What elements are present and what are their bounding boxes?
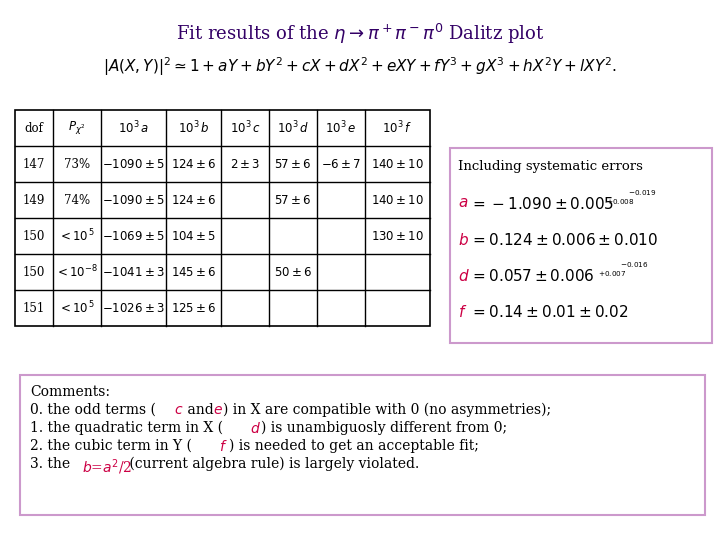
Text: $104\pm5$: $104\pm5$ <box>171 230 216 242</box>
Bar <box>15 110 430 326</box>
Text: $10^3\,d$: $10^3\,d$ <box>277 120 309 136</box>
Text: $\mathit{a}$: $\mathit{a}$ <box>458 196 468 210</box>
Text: $P_{\chi^2}$: $P_{\chi^2}$ <box>68 119 86 137</box>
Text: $= 0.124 \pm 0.006 \pm 0.010$: $= 0.124 \pm 0.006 \pm 0.010$ <box>470 232 658 248</box>
Text: $\mathit{b}$=$\mathit{a}^2$/2: $\mathit{b}$=$\mathit{a}^2$/2 <box>82 457 132 477</box>
Text: ) is unambiguosly different from 0;: ) is unambiguosly different from 0; <box>261 421 507 435</box>
Text: 0. the odd terms (: 0. the odd terms ( <box>30 403 156 417</box>
Text: 151: 151 <box>23 301 45 314</box>
Bar <box>450 148 712 343</box>
Text: $10^3\,a$: $10^3\,a$ <box>118 120 149 136</box>
Text: $\mathit{b}$: $\mathit{b}$ <box>458 232 469 248</box>
Text: $57\pm6$: $57\pm6$ <box>274 158 312 171</box>
Text: $<10^{-8}$: $<10^{-8}$ <box>55 264 99 280</box>
Text: $_{-0.016}$: $_{-0.016}$ <box>620 260 649 269</box>
Text: Comments:: Comments: <box>30 385 110 399</box>
Text: $10^3\,b$: $10^3\,b$ <box>178 120 210 136</box>
Text: $125\pm6$: $125\pm6$ <box>171 301 216 314</box>
Text: $=-1.090 \pm 0.005$: $=-1.090 \pm 0.005$ <box>470 196 614 212</box>
Text: $d$: $d$ <box>250 421 261 436</box>
Text: $57\pm6$: $57\pm6$ <box>274 193 312 206</box>
Text: $^{+0.007}$: $^{+0.007}$ <box>598 272 626 281</box>
Text: 150: 150 <box>23 230 45 242</box>
Text: $_{-0.019}$: $_{-0.019}$ <box>628 188 657 198</box>
Text: $124\pm6$: $124\pm6$ <box>171 193 216 206</box>
Text: $e$: $e$ <box>213 403 223 417</box>
Text: and: and <box>183 403 218 417</box>
Text: $\mathit{f}$: $\mathit{f}$ <box>458 304 467 320</box>
Text: 150: 150 <box>23 266 45 279</box>
Text: $c$: $c$ <box>174 403 184 417</box>
Text: $50\pm6$: $50\pm6$ <box>274 266 312 279</box>
Text: $2\pm3$: $2\pm3$ <box>230 158 260 171</box>
Text: (current algebra rule) is largely violated.: (current algebra rule) is largely violat… <box>125 457 419 471</box>
Text: $= 0.057 \pm 0.006$: $= 0.057 \pm 0.006$ <box>470 268 595 284</box>
Text: $10^3\,c$: $10^3\,c$ <box>230 120 261 136</box>
Text: $140\pm10$: $140\pm10$ <box>371 193 424 206</box>
Text: $124\pm6$: $124\pm6$ <box>171 158 216 171</box>
Text: $-6\pm7$: $-6\pm7$ <box>321 158 361 171</box>
Text: $<10^{\,5}$: $<10^{\,5}$ <box>58 300 96 316</box>
Text: 3. the: 3. the <box>30 457 74 471</box>
Text: $|A(X,Y)|^2 \simeq 1 + aY + bY^2 + cX + dX^2 + eXY + fY^3 + gX^3 + hX^2Y + lXY^2: $|A(X,Y)|^2 \simeq 1 + aY + bY^2 + cX + … <box>103 55 617 78</box>
Text: $\mathit{d}$: $\mathit{d}$ <box>458 268 469 284</box>
Text: $-1069\pm5$: $-1069\pm5$ <box>102 230 165 242</box>
Text: dof: dof <box>24 122 43 134</box>
Text: $-1090\pm5$: $-1090\pm5$ <box>102 158 165 171</box>
Text: 73%: 73% <box>64 158 90 171</box>
Text: $f$: $f$ <box>219 439 228 454</box>
Text: $130\pm10$: $130\pm10$ <box>371 230 424 242</box>
Text: $10^3\,f$: $10^3\,f$ <box>382 120 413 136</box>
Text: ) in X are compatible with 0 (no asymmetries);: ) in X are compatible with 0 (no asymmet… <box>223 403 551 417</box>
Text: 1. the quadratic term in X (: 1. the quadratic term in X ( <box>30 421 223 435</box>
Text: $-1026\pm3$: $-1026\pm3$ <box>102 301 165 314</box>
Text: $10^3\,e$: $10^3\,e$ <box>325 120 356 136</box>
Text: 74%: 74% <box>64 193 90 206</box>
Text: $-1041\pm3$: $-1041\pm3$ <box>102 266 165 279</box>
Text: 149: 149 <box>23 193 45 206</box>
Text: $145\pm6$: $145\pm6$ <box>171 266 216 279</box>
Text: $=  0.14 \pm 0.01 \pm 0.02$: $= 0.14 \pm 0.01 \pm 0.02$ <box>470 304 629 320</box>
Text: Fit results of the $\eta \rightarrow \pi^+\pi^-\pi^0$ Dalitz plot: Fit results of the $\eta \rightarrow \pi… <box>176 22 544 46</box>
Text: Including systematic errors: Including systematic errors <box>458 160 643 173</box>
Text: $-1090\pm5$: $-1090\pm5$ <box>102 193 165 206</box>
Text: 147: 147 <box>23 158 45 171</box>
Bar <box>20 375 705 515</box>
Text: $140\pm10$: $140\pm10$ <box>371 158 424 171</box>
Text: 2. the cubic term in Y (: 2. the cubic term in Y ( <box>30 439 192 453</box>
Text: $^{+0.008}$: $^{+0.008}$ <box>606 200 634 209</box>
Text: ) is needed to get an acceptable fit;: ) is needed to get an acceptable fit; <box>229 439 479 454</box>
Text: $<10^{\,5}$: $<10^{\,5}$ <box>58 228 96 244</box>
